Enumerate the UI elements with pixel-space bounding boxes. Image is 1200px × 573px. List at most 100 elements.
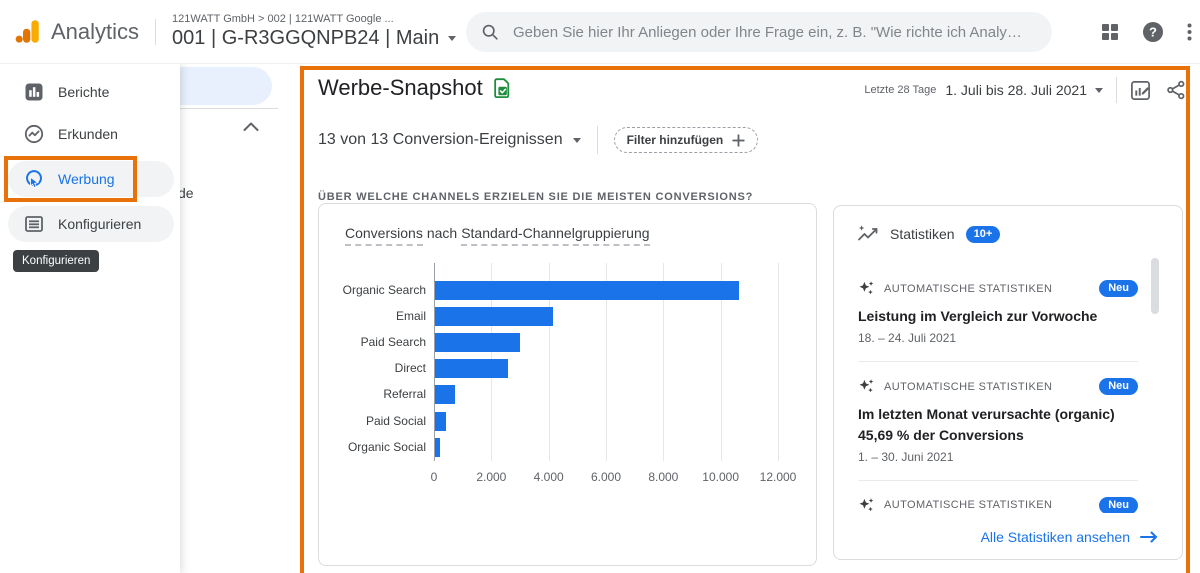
insight-card[interactable]: AUTOMATISCHE STATISTIKEN Neu Leistung im V… — [858, 280, 1138, 345]
x-axis-tick: 6.000 — [590, 470, 622, 484]
bar-organic-search[interactable] — [435, 280, 739, 300]
bar-organic-social[interactable] — [435, 437, 440, 457]
conversion-events-label: 13 von 13 Conversion-Ereignissen — [318, 131, 563, 148]
category-label: Organic Social — [347, 439, 426, 454]
date-range-preset-label: Letzte 28 Tage — [864, 84, 937, 96]
search-icon — [480, 22, 500, 42]
sidebar-item-erkunden[interactable]: Erkunden — [8, 116, 174, 152]
customize-report-icon[interactable] — [1130, 80, 1151, 101]
arrow-right-icon — [1140, 531, 1157, 543]
header-divider — [155, 18, 157, 45]
chart-title: Conversions nach Standard-Channelgruppieru… — [345, 225, 650, 246]
insights-count-badge: 10+ — [965, 225, 1001, 243]
apps-grid-icon[interactable] — [1101, 23, 1119, 41]
sidebar-item-werbung[interactable]: Werbung — [8, 161, 174, 197]
explore-icon — [24, 124, 44, 144]
reports-icon — [24, 82, 44, 102]
chart-title-term[interactable]: Standard-Channelgruppierung — [461, 225, 650, 246]
insight-kicker: AUTOMATISCHE STATISTIKEN — [884, 282, 1053, 295]
chart-gridline — [606, 263, 607, 461]
chevron-up-icon[interactable] — [243, 122, 259, 131]
category-label: Referral — [383, 387, 426, 402]
svg-text:?: ? — [1149, 25, 1157, 40]
x-axis-tick: 8.000 — [648, 470, 679, 484]
navigation-drawer: Berichte Erkunden Werbung Konfigurieren … — [0, 64, 180, 573]
insights-icon — [857, 224, 879, 244]
insight-card[interactable]: AUTOMATISCHE STATISTIKEN Neu — [858, 496, 1138, 513]
insight-card[interactable]: AUTOMATISCHE STATISTIKEN Neu Im letzten Mo… — [858, 378, 1138, 464]
scrollbar-thumb[interactable] — [1151, 258, 1159, 314]
chart-gridline — [663, 263, 665, 461]
chart-gridline — [778, 263, 779, 461]
chart-category-labels: Organic Search Email Paid Search Direct Refe… — [319, 263, 426, 461]
new-badge: Neu — [1099, 496, 1138, 513]
insight-cards: AUTOMATISCHE STATISTIKEN Neu Leistung im V… — [858, 264, 1138, 513]
add-filter-button[interactable]: Filter hinzufügen — [613, 127, 759, 153]
insights-title: Statistiken — [890, 226, 955, 242]
x-axis-tick: 4.000 — [533, 470, 564, 484]
page-title: Werbe-Snapshot — [318, 75, 483, 100]
breadcrumb: 121WATT GmbH > 002 | 121WATT Google ... — [172, 13, 394, 25]
sidebar-item-berichte[interactable]: Berichte — [8, 74, 174, 110]
insight-date: 18. – 24. Juli 2021 — [858, 331, 957, 346]
insight-kicker: AUTOMATISCHE STATISTIKEN — [884, 499, 1053, 512]
chart-title-mid: nach — [426, 225, 458, 241]
chart-title-term[interactable]: Conversions — [345, 225, 423, 246]
category-label: Direct — [394, 361, 426, 376]
search-placeholder: Geben Sie hier Ihr Anliegen oder Ihre Fr… — [513, 23, 1022, 41]
chevron-down-icon — [1095, 87, 1103, 93]
chart-gridline — [720, 263, 722, 461]
view-all-insights-label: Alle Statistiken ansehen — [980, 529, 1130, 545]
help-icon[interactable]: ? — [1142, 21, 1164, 43]
tooltip: Konfigurieren — [13, 250, 100, 272]
insight-title: Leistung im Vergleich zur Vorwoche — [858, 308, 1098, 324]
x-axis-tick: 10.000 — [702, 470, 739, 484]
share-icon[interactable] — [1166, 80, 1186, 100]
more-options-icon[interactable] — [1187, 23, 1192, 41]
divider — [1116, 77, 1117, 103]
analytics-logo[interactable]: Analytics — [0, 18, 139, 45]
sidebar-item-label: Erkunden — [58, 126, 118, 142]
x-axis-tick: 2.000 — [476, 470, 507, 484]
insights-card: Statistiken 10+ AUTOMATISCHE STATISTIKEN… — [833, 205, 1183, 560]
search-input[interactable]: Geben Sie hier Ihr Anliegen oder Ihre Fr… — [466, 12, 1052, 52]
sidebar-item-label: Werbung — [58, 171, 115, 187]
chevron-down-icon — [572, 137, 581, 143]
analytics-logo-icon — [14, 18, 41, 45]
x-axis-tick: 0 — [430, 470, 438, 484]
category-label: Email — [395, 308, 426, 323]
insight-divider — [858, 361, 1138, 363]
chevron-down-icon — [448, 36, 457, 41]
property-name: 001 | G-R3GGQNPB24 | Main — [172, 27, 440, 49]
insight-kicker: AUTOMATISCHE STATISTIKEN — [884, 380, 1053, 393]
advertising-icon — [24, 169, 44, 190]
property-selector[interactable]: 001 | G-R3GGQNPB24 | Main — [172, 27, 457, 50]
bar-paid-social[interactable] — [435, 411, 446, 431]
category-label: Paid Social — [365, 413, 426, 428]
category-label: Paid Search — [360, 334, 426, 349]
new-badge: Neu — [1099, 280, 1138, 297]
bar-paid-search[interactable] — [435, 332, 521, 352]
insight-date: 1. – 30. Juni 2021 — [858, 449, 954, 464]
data-quality-icon[interactable] — [493, 78, 511, 98]
x-axis-tick: 12.000 — [759, 470, 797, 484]
chart-gridline — [548, 263, 550, 461]
add-filter-label: Filter hinzufügen — [626, 133, 724, 147]
sparkle-icon — [858, 497, 875, 513]
product-name: Analytics — [51, 18, 140, 44]
bar-direct[interactable] — [435, 359, 509, 379]
view-all-insights-link[interactable]: Alle Statistiken ansehen — [981, 529, 1158, 545]
chart-gridline — [434, 263, 435, 461]
chart-plot — [434, 263, 786, 461]
sidebar-item-label: Berichte — [58, 84, 110, 100]
conversion-events-dropdown[interactable]: 13 von 13 Conversion-Ereignissen — [318, 131, 581, 149]
bar-email[interactable] — [435, 306, 553, 326]
sidebar-item-konfigurieren[interactable]: Konfigurieren — [8, 206, 174, 242]
insight-divider — [858, 479, 1138, 481]
category-label: Organic Search — [342, 282, 426, 297]
conversions-chart-card: Conversions nach Standard-Channelgruppieru… — [318, 203, 817, 566]
configure-icon — [24, 214, 44, 234]
date-range-value[interactable]: 1. Juli bis 28. Juli 2021 — [945, 82, 1087, 98]
bar-referral[interactable] — [435, 385, 456, 405]
app-header: Analytics 121WATT GmbH > 002 | 121WATT G… — [0, 0, 1200, 64]
